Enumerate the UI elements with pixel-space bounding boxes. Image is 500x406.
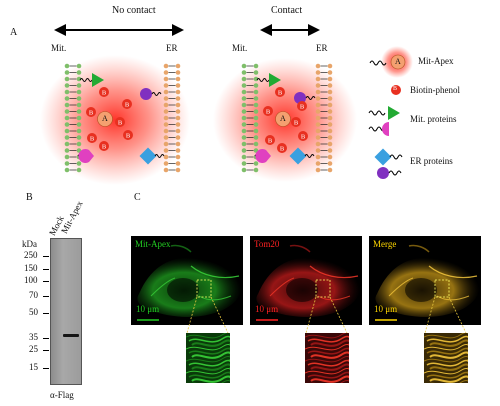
legend-biotin-phenol-label: Biotin-phenol [410, 85, 460, 95]
legend-er-proteins-label: ER proteins [410, 156, 453, 166]
right-mit-protein-triangle [256, 73, 281, 87]
marker-label-25: 25 [29, 344, 38, 354]
marker-tick-70 [43, 296, 49, 297]
scale-bar-label-tom20: 10 μm [255, 304, 279, 314]
marker-tick-100 [43, 281, 49, 282]
marker-tick-50 [43, 313, 49, 314]
left-biotin-2: B [86, 107, 96, 117]
right-biotin-0-letter: B [278, 89, 283, 96]
right-biotin-6: B [277, 143, 287, 153]
right-mit-label: Mit. [232, 43, 248, 53]
right-biotin-1-letter: B [300, 103, 305, 110]
left-biotin-4-letter: B [126, 132, 131, 139]
left-biotin-1-letter: B [125, 101, 130, 108]
right-biotin-2-letter: B [266, 108, 271, 115]
scale-bar-label-merge: 10 μm [374, 304, 398, 314]
mit-apex-icon [369, 46, 413, 78]
scale-bar-label-mit-apex: 10 μm [136, 304, 160, 314]
right-er-membrane [315, 63, 333, 173]
legend-apex-letter: A [395, 57, 401, 66]
right-biotin-3: B [291, 117, 301, 127]
right-biotin-4: B [298, 131, 308, 141]
left-mit-label: Mit. [51, 43, 67, 53]
antibody-label: α-Flag [50, 390, 74, 400]
left-biotin-1: B [122, 99, 132, 109]
marker-tick-250 [43, 256, 49, 257]
marker-tick-25 [43, 350, 49, 351]
legend-biotin-letter: B [393, 86, 398, 92]
marker-label-70: 70 [29, 290, 38, 300]
legend-mit-apex-label: Mit-Apex [418, 56, 454, 66]
zoom-inset-tom20 [305, 333, 349, 383]
marker-tick-150 [43, 269, 49, 270]
marker-label-250: 250 [24, 250, 38, 260]
left-biotin-3-letter: B [118, 119, 123, 126]
marker-label-150: 150 [24, 263, 38, 273]
marker-label-15: 15 [29, 362, 38, 372]
zoom-inset-merge [424, 333, 468, 383]
right-apex-letter: A [280, 114, 286, 123]
mit-apex-band [63, 334, 79, 337]
right-biotin-5: B [265, 135, 275, 145]
no-contact-header: No contact [112, 5, 156, 16]
right-er-protein-blue [289, 147, 315, 165]
right-biotin-0: B [275, 87, 285, 97]
panel-b-label: B [26, 192, 33, 203]
left-er-protein-purple [140, 88, 162, 100]
right-er-label: ER [316, 43, 328, 53]
left-mit-protein-triangle [79, 73, 104, 87]
channel-label-tom20: Tom20 [254, 239, 280, 249]
biotin-phenol-icon [391, 85, 401, 95]
left-biotin-6-letter: B [102, 143, 107, 150]
left-biotin-4: B [123, 130, 133, 140]
left-biotin-3: B [115, 117, 125, 127]
right-biotin-2: B [263, 106, 273, 116]
left-biotin-0-letter: B [102, 89, 107, 96]
left-biotin-2-letter: B [89, 109, 94, 116]
western-blot-membrane [50, 238, 82, 385]
right-biotin-1: B [297, 101, 307, 111]
zoom-inset-mit-apex [186, 333, 230, 383]
right-mit-protein-pink [254, 148, 271, 163]
marker-tick-15 [43, 368, 49, 369]
channel-label-merge: Merge [373, 239, 397, 249]
right-biotin-4-letter: B [301, 133, 306, 140]
left-biotin-6: B [99, 141, 109, 151]
er-proteins-icon [374, 148, 403, 179]
left-apex-letter: A [102, 114, 108, 123]
right-biotin-5-letter: B [268, 137, 273, 144]
left-biotin-5-letter: B [90, 135, 95, 142]
marker-label-35: 35 [29, 332, 38, 342]
left-apex-glow [40, 55, 190, 185]
left-biotin-0: B [99, 87, 109, 97]
right-apex-icon [275, 111, 291, 127]
mit-proteins-icon [368, 106, 400, 136]
left-apex-icon [97, 111, 113, 127]
right-er-protein-purple [294, 92, 316, 104]
panel-a-label: A [10, 27, 18, 38]
left-mit-protein-pink [77, 148, 94, 163]
marker-label-100: 100 [24, 275, 38, 285]
channel-label-mit-apex: Mit-Apex [135, 239, 171, 249]
left-mit-membrane [64, 63, 82, 173]
contact-header: Contact [271, 5, 303, 16]
legend-mit-proteins-label: Mit. proteins [410, 114, 457, 124]
left-biotin-5: B [87, 133, 97, 143]
kda-label: kDa [22, 239, 37, 249]
left-er-membrane [163, 63, 181, 173]
left-er-protein-blue [139, 147, 165, 165]
marker-label-50: 50 [29, 307, 38, 317]
right-biotin-3-letter: B [294, 119, 299, 126]
marker-tick-35 [43, 338, 49, 339]
right-biotin-6-letter: B [280, 145, 285, 152]
left-er-label: ER [166, 43, 178, 53]
panel-c-label: C [134, 192, 141, 203]
micrograph-tom20 [250, 236, 362, 325]
